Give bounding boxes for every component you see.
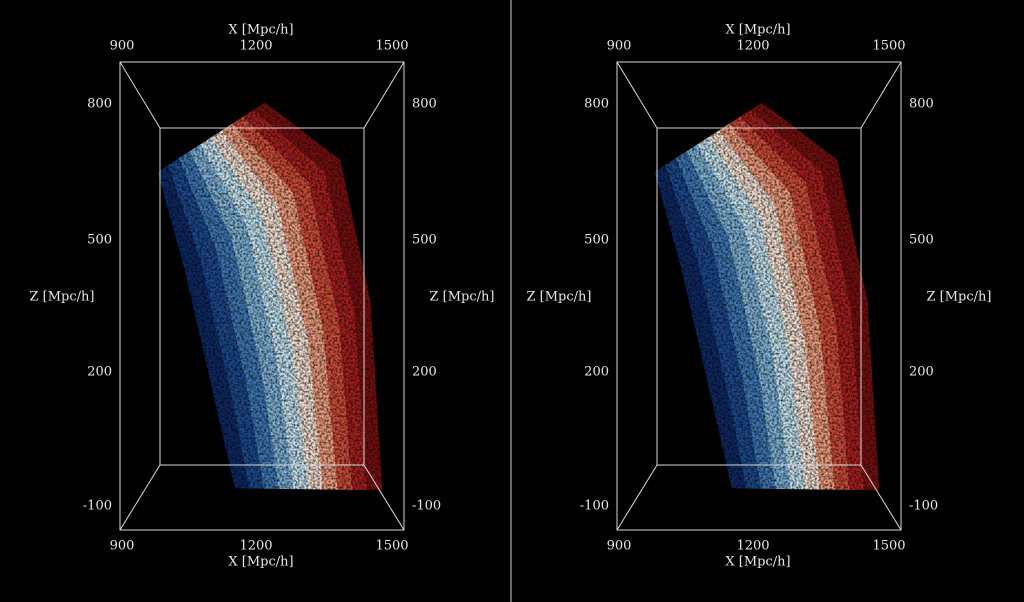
z-tick-label: 500 — [909, 233, 934, 248]
box-edge — [616, 61, 658, 129]
z-tick-label: 500 — [87, 233, 112, 248]
outer-box — [616, 61, 902, 531]
box-edge — [860, 464, 902, 531]
inner-box — [656, 127, 862, 466]
z-axis-label: Z [Mpc/h] — [430, 290, 495, 305]
outer-box — [119, 61, 405, 531]
box-edge — [363, 464, 405, 531]
z-tick-label: 200 — [87, 365, 112, 380]
point-cloud — [654, 102, 880, 491]
box-edge — [616, 464, 658, 531]
z-tick-label: 800 — [412, 97, 437, 112]
x-tick-label: 900 — [110, 39, 135, 54]
cloud-band — [750, 102, 880, 491]
box-edge — [363, 61, 405, 129]
point-cloud — [157, 102, 383, 491]
x-tick-label: 1200 — [239, 539, 272, 554]
x-tick-label: 1500 — [872, 539, 905, 554]
z-tick-label: 200 — [412, 365, 437, 380]
z-tick-label: 800 — [87, 97, 112, 112]
panel: X [Mpc/h] X [Mpc/h] 900 900 1200 1200 1500 1500… — [527, 23, 992, 570]
x-tick-label: 1200 — [239, 39, 272, 54]
x-tick-label: 900 — [607, 39, 632, 54]
x-tick-label: 1500 — [375, 39, 408, 54]
panel: X [Mpc/h] X [Mpc/h] 900 900 1200 1200 1500 1500… — [30, 23, 495, 570]
box-edge — [860, 61, 902, 129]
z-tick-label: 800 — [584, 97, 609, 112]
x-tick-label: 1500 — [872, 39, 905, 54]
x-tick-label: 900 — [110, 539, 135, 554]
z-tick-label: -100 — [909, 499, 938, 514]
z-tick-label: 800 — [909, 97, 934, 112]
x-axis-label: X [Mpc/h] — [725, 23, 790, 38]
x-tick-label: 900 — [607, 539, 632, 554]
inner-box — [159, 127, 365, 466]
x-axis-label: X [Mpc/h] — [725, 555, 790, 570]
x-axis-label: X [Mpc/h] — [228, 555, 293, 570]
x-tick-label: 1200 — [736, 539, 769, 554]
x-tick-label: 1500 — [375, 539, 408, 554]
z-axis-label: Z [Mpc/h] — [30, 290, 95, 305]
cloud-band — [253, 102, 383, 491]
z-axis-label: Z [Mpc/h] — [527, 290, 592, 305]
z-tick-label: -100 — [580, 499, 609, 514]
z-tick-label: 500 — [412, 233, 437, 248]
z-tick-label: -100 — [83, 499, 112, 514]
box-edge — [119, 464, 161, 531]
z-axis-label: Z [Mpc/h] — [927, 290, 992, 305]
z-tick-label: -100 — [412, 499, 441, 514]
box-edge — [119, 61, 161, 129]
x-tick-label: 1200 — [736, 39, 769, 54]
x-axis-label: X [Mpc/h] — [228, 23, 293, 38]
z-tick-label: 200 — [584, 365, 609, 380]
z-tick-label: 500 — [584, 233, 609, 248]
z-tick-label: 200 — [909, 365, 934, 380]
